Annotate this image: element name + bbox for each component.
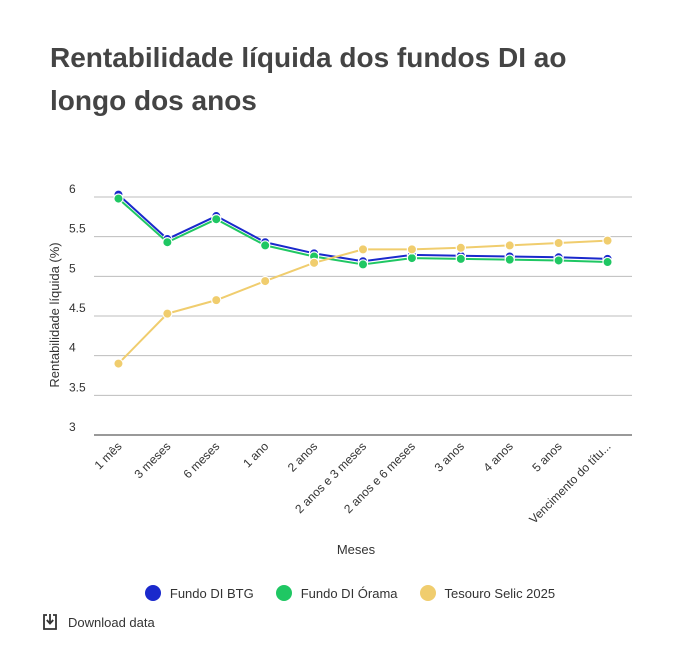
data-point[interactable]	[504, 254, 515, 265]
data-point[interactable]	[211, 214, 222, 225]
x-tick-label: Vencimento do títu...	[526, 439, 613, 526]
legend-swatch	[419, 585, 436, 601]
series-group	[113, 189, 613, 369]
legend-item[interactable]: Fundo DI BTG	[144, 585, 254, 601]
legend-item[interactable]: Fundo DI Órama	[275, 585, 398, 601]
legend-label: Fundo DI BTG	[169, 585, 254, 601]
download-icon	[43, 614, 57, 630]
y-tick-label: 3.5	[69, 380, 86, 394]
x-tick-label: 6 meses	[180, 439, 222, 481]
y-tick-label: 4.5	[69, 301, 86, 315]
data-point[interactable]	[406, 244, 418, 255]
y-tick-label: 3	[69, 420, 76, 434]
y-tick-labels: 6 5.5 5 4.5 4 3.5 3	[69, 182, 86, 434]
data-point[interactable]	[259, 275, 271, 287]
y-tick-label: 6	[69, 182, 76, 196]
legend-label: Fundo DI Órama	[300, 585, 398, 601]
x-tick-label: 3 meses	[132, 439, 174, 481]
legend: Fundo DI BTG Fundo DI Órama Tesouro Selic …	[0, 585, 700, 601]
data-point[interactable]	[504, 240, 515, 251]
data-point[interactable]	[259, 240, 271, 251]
y-tick-label: 4	[69, 341, 76, 355]
legend-label: Tesouro Selic 2025	[444, 585, 556, 601]
data-point[interactable]	[406, 252, 418, 264]
x-axis-label: Meses	[337, 542, 376, 557]
data-point[interactable]	[308, 257, 320, 269]
data-point[interactable]	[553, 237, 564, 249]
download-data-button[interactable]: Download data	[42, 613, 155, 631]
download-data-label: Download data	[68, 614, 155, 630]
data-point[interactable]	[455, 242, 467, 253]
x-tick-label: 5 anos	[529, 439, 564, 474]
data-point[interactable]	[162, 308, 173, 319]
x-tick-label: 3 anos	[432, 439, 467, 474]
chart-title: Rentabilidade líquida dos fundos DI ao l…	[50, 42, 567, 116]
grid-lines	[94, 196, 632, 436]
line-chart: 6 5.5 5 4.5 4 3.5 3 1 mês 3 meses 6 meses 1 ano 2 …	[47, 182, 632, 557]
data-point[interactable]	[602, 235, 613, 246]
data-point[interactable]	[211, 294, 222, 306]
data-point[interactable]	[113, 358, 124, 369]
x-tick-label: 1 ano	[240, 439, 271, 470]
data-point[interactable]	[357, 244, 369, 255]
legend-item[interactable]: Tesouro Selic 2025	[419, 585, 556, 601]
data-point[interactable]	[602, 256, 613, 268]
x-tick-label: 2 anos	[285, 439, 320, 474]
legend-swatch	[275, 585, 292, 601]
x-tick-label: 1 mês	[92, 439, 125, 472]
x-tick-label: 4 anos	[480, 439, 515, 474]
legend-swatch	[144, 585, 161, 601]
data-point[interactable]	[357, 259, 369, 270]
data-point[interactable]	[553, 255, 564, 266]
data-point[interactable]	[162, 237, 173, 248]
y-tick-label: 5.5	[69, 222, 86, 236]
data-point[interactable]	[113, 193, 124, 204]
y-tick-label: 5	[69, 261, 76, 275]
y-axis-label: Rentabilidade líquida (%)	[47, 242, 62, 387]
data-point[interactable]	[455, 253, 467, 265]
